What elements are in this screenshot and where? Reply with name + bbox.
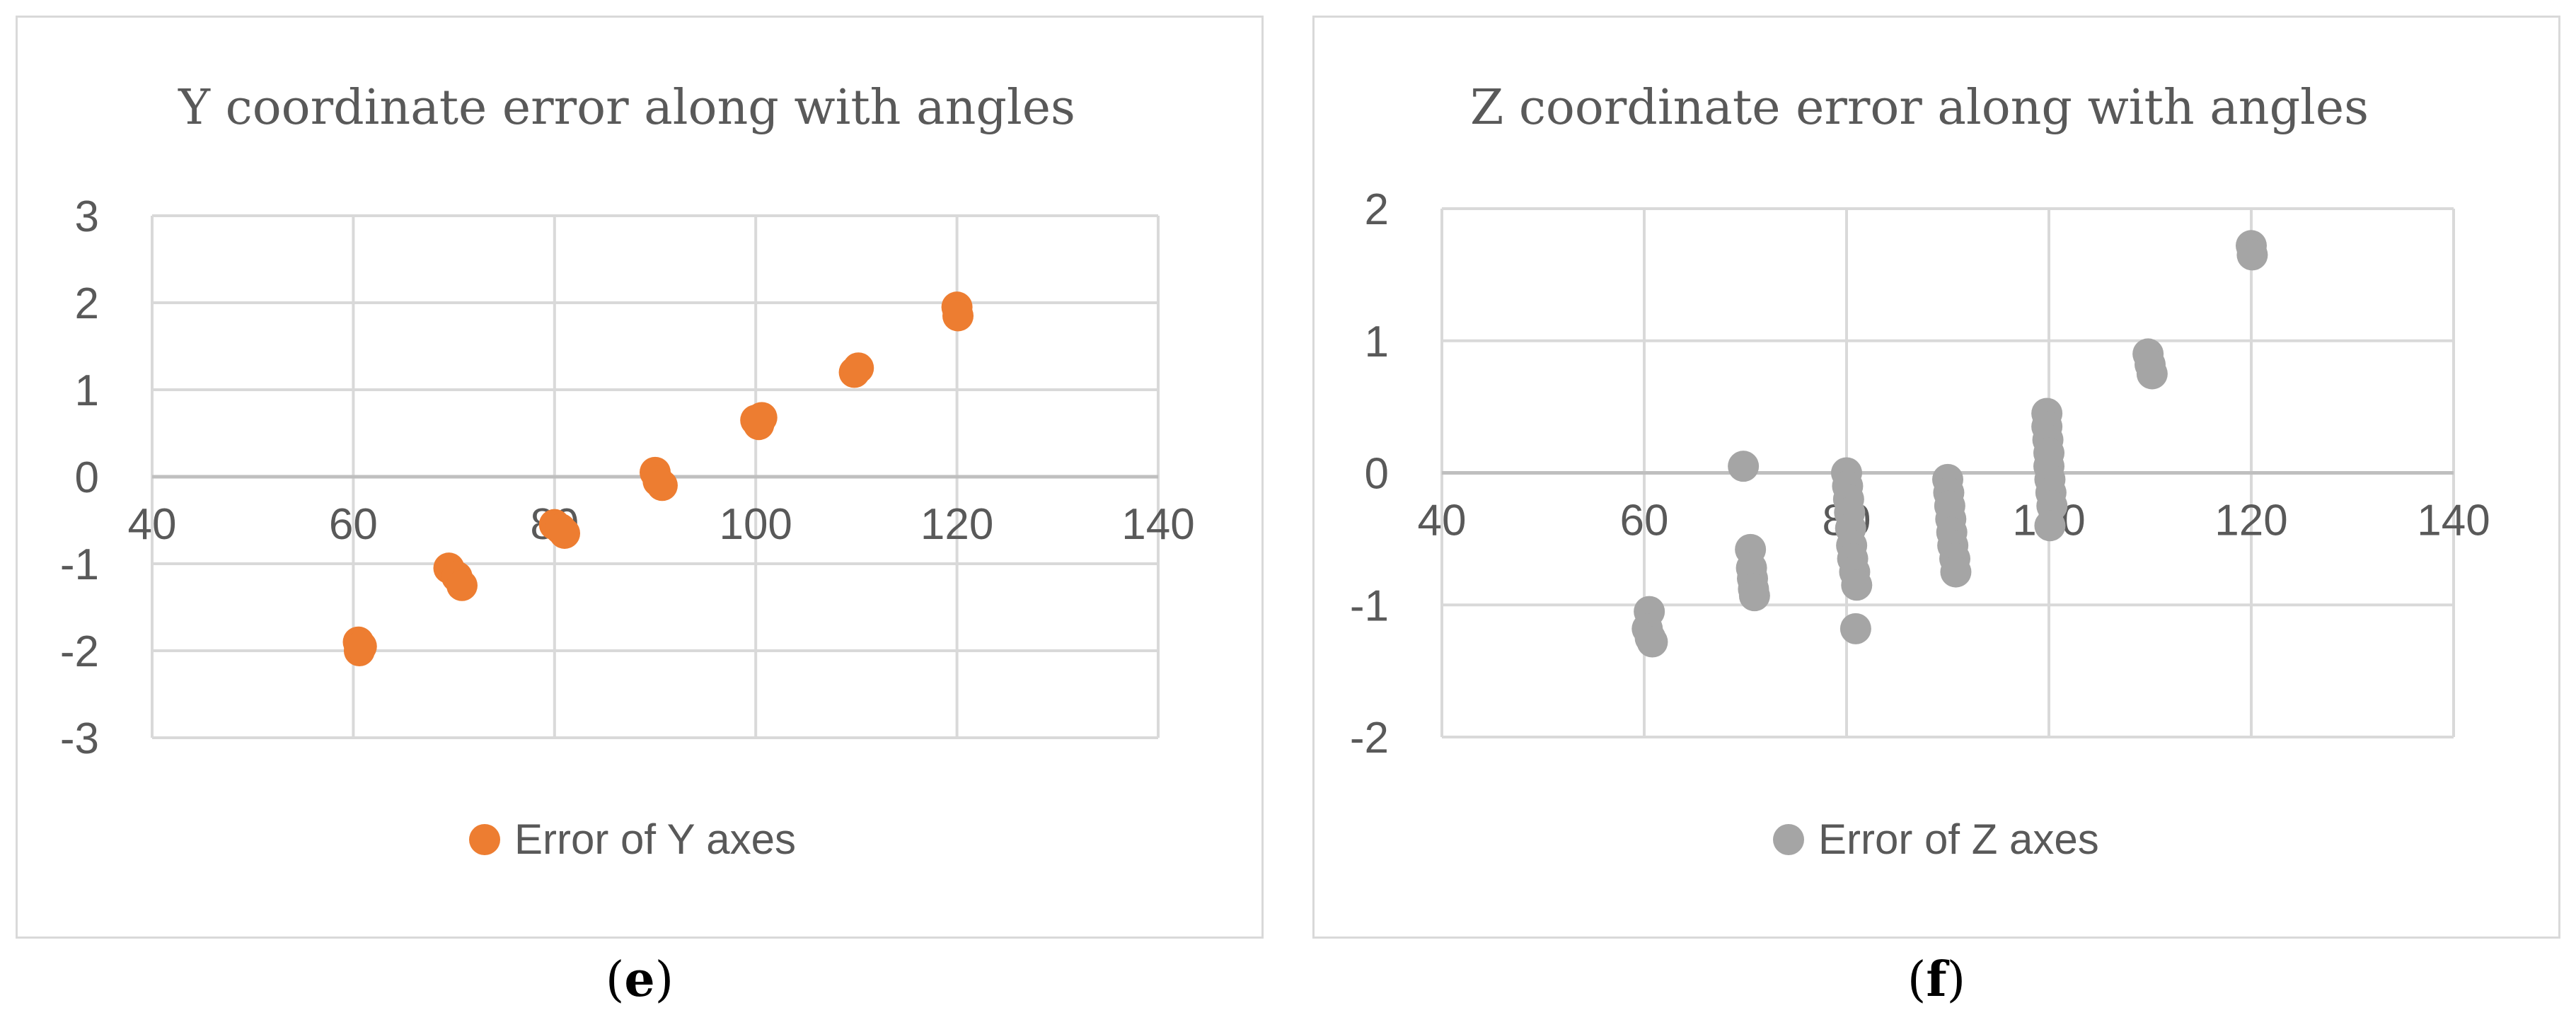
data-point <box>2236 239 2268 271</box>
data-point <box>1839 613 1871 644</box>
y-tick-label: -1 <box>1350 581 1389 630</box>
y-tick-label: -1 <box>60 540 99 589</box>
chart-panel-z-error: Z coordinate error along with angles 2 1 0 -… <box>1312 16 2560 939</box>
y-tick-label: 1 <box>75 366 99 415</box>
x-tick-label: 120 <box>2214 497 2287 545</box>
y-tick-label: -2 <box>1350 714 1389 763</box>
x-tick-label: 40 <box>128 500 177 549</box>
chart-panel-y-error: Y coordinate error along with angles 3 2 1 0… <box>16 16 1264 939</box>
chart-z-error: Z coordinate error along with angles 2 1 0 -… <box>1350 80 2490 863</box>
chart-title: Z coordinate error along with angles <box>1470 80 2369 136</box>
y-tick-label: 1 <box>1365 318 1389 366</box>
data-point <box>2034 510 2066 542</box>
data-point <box>843 352 874 384</box>
data-point <box>1636 626 1668 658</box>
data-point <box>746 402 778 434</box>
y-tick-label: -3 <box>60 714 99 763</box>
data-point <box>1728 451 1760 482</box>
data-point <box>446 569 478 601</box>
data-point <box>646 470 678 501</box>
y-tick-label: 0 <box>75 453 99 502</box>
data-point <box>345 630 377 662</box>
x-tick-label: 140 <box>1121 500 1194 549</box>
x-tick-label: 60 <box>329 500 378 549</box>
data-point <box>549 517 581 549</box>
data-point <box>1738 580 1770 612</box>
x-tick-label: 40 <box>1418 497 1467 545</box>
legend-marker <box>1773 824 1804 855</box>
data-point <box>1841 569 1873 601</box>
legend-label: Error of Y axes <box>514 816 796 863</box>
data-point <box>2136 358 2168 390</box>
y-tick-label: 3 <box>75 192 99 241</box>
y-tick-label: 2 <box>75 279 99 328</box>
caption-e: (e) <box>605 951 674 1008</box>
y-tick-label: 2 <box>1365 185 1389 234</box>
gridlines <box>151 214 1160 739</box>
legend-label: Error of Z axes <box>1818 816 2099 863</box>
x-tick-label: 100 <box>719 500 792 549</box>
caption-f: (f) <box>1907 951 1966 1008</box>
legend-marker <box>469 824 500 855</box>
x-tick-label: 120 <box>920 500 993 549</box>
data-point <box>1940 556 1972 588</box>
chart-y-error: Y coordinate error along with angles3210… <box>60 80 1195 863</box>
data-point <box>942 300 974 332</box>
y-tick-label: -2 <box>60 627 99 676</box>
y-tick-label: 0 <box>1365 450 1389 499</box>
x-tick-label: 60 <box>1620 497 1669 545</box>
chart-title: Y coordinate error along with angles <box>178 80 1075 136</box>
x-tick-label: 140 <box>2417 497 2490 545</box>
